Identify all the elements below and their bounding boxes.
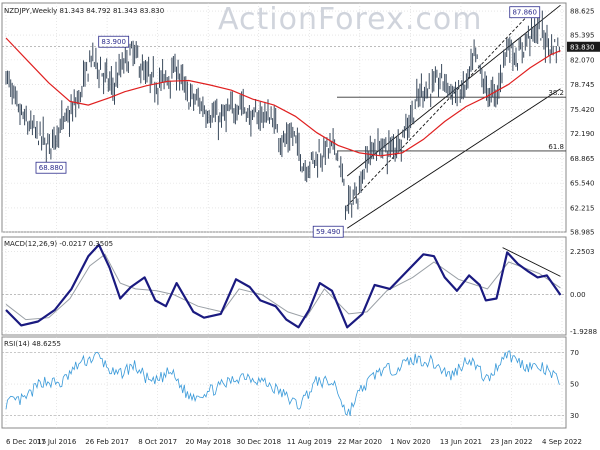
x-tick-label: 20 May 2018	[185, 438, 231, 446]
channel-line	[346, 88, 561, 229]
y-tick-label: 2.2503	[570, 248, 595, 256]
y-tick-label: 50	[570, 381, 579, 389]
annotation-box	[35, 161, 67, 174]
watermark: ActionForex.com	[218, 2, 482, 37]
x-tick-label: 30 Dec 2018	[236, 438, 281, 446]
fib-level-label: 61.8	[548, 143, 564, 151]
y-tick-label: 70	[570, 349, 579, 357]
x-tick-label: 1 Nov 2020	[390, 438, 430, 446]
moving-average-line	[5, 37, 561, 157]
y-tick-label: 82.070	[570, 56, 595, 64]
macd-panel	[2, 243, 566, 329]
x-tick-label: 22 Mar 2020	[338, 438, 382, 446]
grid	[2, 3, 566, 428]
rsi-header: RSI(14) 48.6255	[4, 340, 61, 348]
y-tick-label: 75.420	[570, 106, 595, 114]
last-price-label: 83.830	[570, 43, 595, 51]
annotation-label: 59.490	[316, 228, 341, 236]
rsi-panel	[2, 350, 566, 416]
x-tick-label: 11 Aug 2019	[287, 438, 332, 446]
macd-signal-line	[5, 253, 561, 321]
y-tick-label: 0.00	[570, 291, 586, 299]
annotation-box	[312, 225, 344, 238]
y-tick-label: 62.215	[570, 204, 595, 212]
y-tick-label: 78.745	[570, 81, 595, 89]
x-tick-label: 23 Jan 2022	[490, 438, 532, 446]
macd-line	[5, 243, 562, 329]
annotation-label: 83.900	[101, 38, 126, 46]
y-tick-label: 58.985	[570, 229, 595, 237]
y-tick-label: 68.865	[570, 155, 595, 163]
x-tick-label: 13 Jun 2021	[440, 438, 482, 446]
x-tick-label: 4 Sep 2022	[542, 438, 582, 446]
x-tick-label: 6 Dec 2015	[6, 438, 46, 446]
rsi-line	[5, 350, 560, 416]
last-price-tag	[567, 41, 600, 52]
annotation-label: 87.860	[512, 9, 537, 17]
y-tick-label: -1.9288	[570, 328, 597, 336]
channel-midline	[346, 16, 528, 207]
price-header: NZDJPY,Weekly 81.343 84.792 81.343 83.83…	[4, 7, 164, 15]
y-tick-label: 65.540	[570, 180, 595, 188]
price-panel: 38.2 61.8 83.900 68.880 59.490 87.860 83.830	[2, 4, 600, 238]
x-tick-label: 17 Jul 2016	[37, 438, 77, 446]
panel-frame-macd	[1, 236, 567, 336]
panel-frame-rsi	[1, 336, 567, 429]
annotation-box	[509, 6, 541, 19]
x-tick-label: 26 Feb 2017	[85, 438, 129, 446]
macd-trendline	[502, 247, 561, 277]
fib-level-label: 38.2	[548, 89, 564, 97]
macd-header: MACD(12,26,9) -0.0217 0.3505	[4, 240, 113, 248]
annotation-label: 68.880	[39, 164, 64, 172]
annotation-box	[98, 35, 130, 48]
y-tick-label: 30	[570, 412, 579, 420]
y-tick-label: 88.625	[570, 8, 595, 16]
x-tick-label: 8 Oct 2017	[138, 438, 177, 446]
y-tick-label: 85.395	[570, 32, 595, 40]
y-tick-label: 72.190	[570, 130, 595, 138]
